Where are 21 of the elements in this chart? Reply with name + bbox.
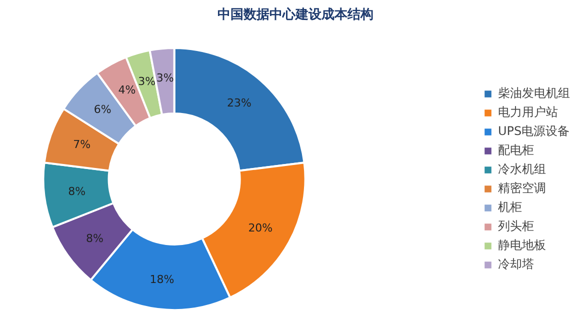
legend-label: 冷却塔 [498,256,534,272]
legend-label: 静电地板 [498,236,546,254]
data-label: 4% [118,84,136,97]
data-label: 3% [138,75,156,88]
legend-label: 冷水机组 [498,160,546,178]
legend-label: 柴油发电机组 [498,84,570,102]
chart-title: 中国数据中心建设成本结构 [218,6,374,22]
data-label: 23% [227,96,252,110]
legend-label: 列头柜 [498,218,534,234]
legend-label: 配电柜 [498,142,534,158]
legend-label: 机柜 [498,198,522,216]
legend-label: UPS电源设备 [498,122,570,140]
data-label: 8% [68,185,86,198]
data-label: 6% [94,103,112,116]
data-label: 8% [86,232,104,246]
data-label: 3% [156,72,174,84]
legend-label: 电力用户站 [498,104,558,120]
legend-label: 精密空调 [498,180,546,196]
data-label: 18% [150,273,174,286]
data-label: 20% [248,221,273,234]
data-label: 7% [73,138,91,152]
